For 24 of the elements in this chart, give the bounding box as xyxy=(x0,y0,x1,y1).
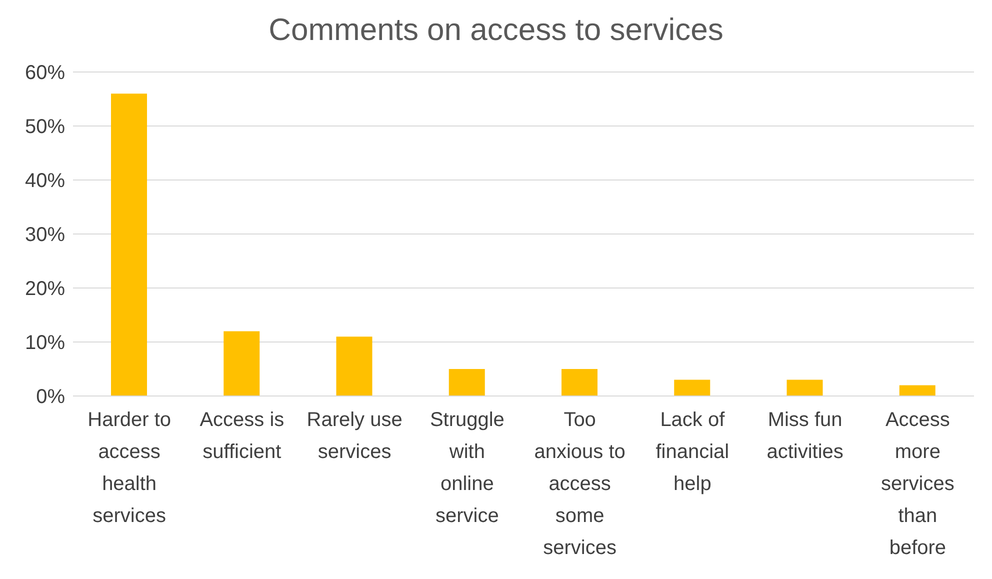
y-tick-label: 60% xyxy=(24,62,66,84)
x-tick-label: Miss fun activities xyxy=(766,409,844,463)
x-tick-label: Access is sufficient xyxy=(200,409,284,463)
bar xyxy=(224,331,260,396)
bar xyxy=(674,380,710,396)
x-tick-label: Rarely use services xyxy=(306,409,402,463)
y-tick-label: 0% xyxy=(36,386,66,408)
y-tick-label: 30% xyxy=(24,224,66,246)
bar xyxy=(786,380,823,396)
x-tick-label: Harder to access health services xyxy=(88,409,171,527)
y-tick-label: 10% xyxy=(24,332,66,354)
x-tick-label: Access more services than before xyxy=(881,409,954,559)
y-tick-label: 40% xyxy=(24,170,66,192)
bar xyxy=(562,369,598,396)
bar xyxy=(448,369,485,396)
bar xyxy=(111,94,147,396)
bar xyxy=(899,385,936,396)
x-tick-label: Struggle with online service xyxy=(430,409,504,527)
chart-title: Comments on access to services xyxy=(268,11,724,49)
x-tick-label: Lack of financial help xyxy=(656,409,730,495)
y-tick-label: 50% xyxy=(24,116,66,138)
y-tick-label: 20% xyxy=(24,278,66,300)
bar xyxy=(336,336,372,396)
x-tick-label: Too anxious to access some services xyxy=(534,409,626,559)
